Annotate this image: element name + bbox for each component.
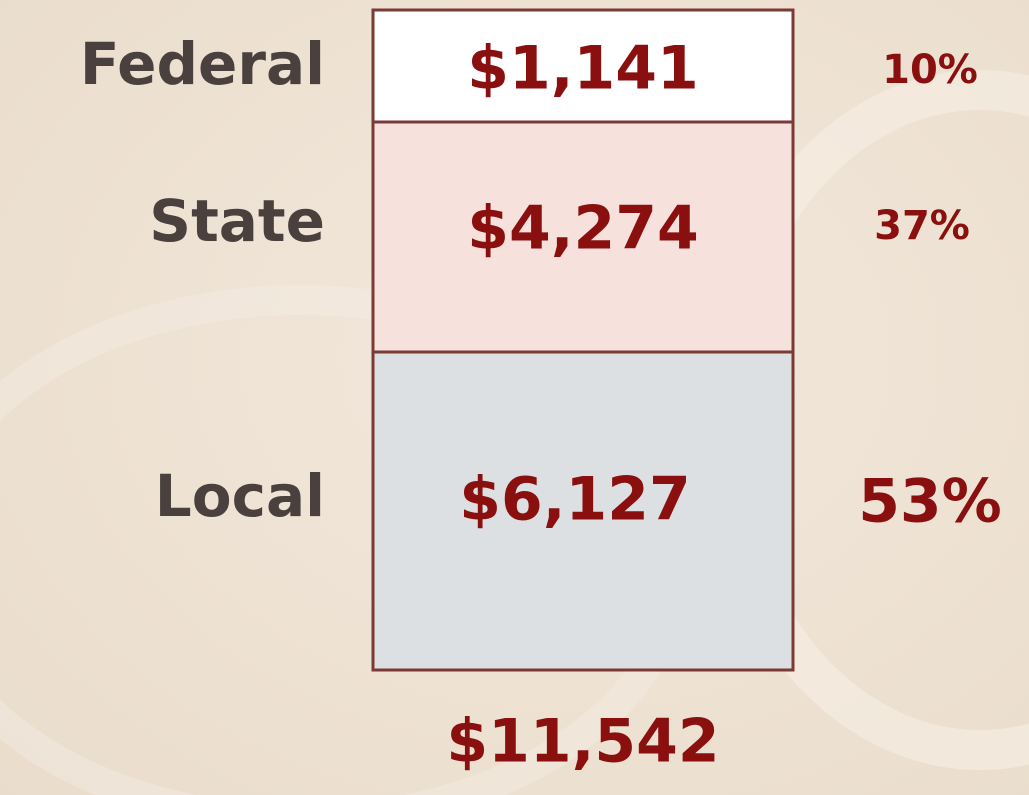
local-box [371,350,795,672]
row-share: 53% [858,467,1002,537]
row-amount: $6,127 [459,465,691,535]
row-label: Federal [80,30,325,98]
state-box [371,120,795,354]
row-label: Local [155,462,325,530]
row-share: 10% [882,47,978,93]
row-label: State [149,187,325,255]
row-amount: $4,274 [467,194,699,264]
federal-box [371,8,795,124]
row-share: 37% [874,203,970,249]
row-amount: $1,141 [467,34,699,104]
total-amount: $11,542 [446,707,719,777]
